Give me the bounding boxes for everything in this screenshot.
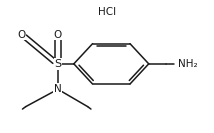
Text: N: N xyxy=(54,84,62,94)
Text: O: O xyxy=(54,30,62,40)
Text: O: O xyxy=(17,30,25,40)
Text: NH₂: NH₂ xyxy=(178,59,197,69)
Text: S: S xyxy=(54,59,61,69)
Text: HCl: HCl xyxy=(98,7,116,17)
